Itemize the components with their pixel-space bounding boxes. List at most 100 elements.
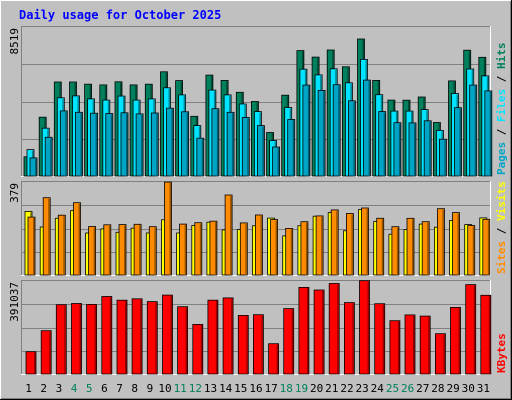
x-tick-label-day-21: 21 [325,382,338,395]
bar-pages-day-1 [29,157,38,177]
bar-shade-pages-day-29 [459,108,461,176]
legend-entry-hits: Hits [495,43,508,70]
bar-shade-pages-day-2 [50,138,52,176]
x-tick-label-day-24: 24 [371,382,385,395]
bar-sites-day-16 [254,214,263,276]
bar-shade-kbytes-day-26 [413,315,415,374]
bar-shade-kbytes-day-5 [94,305,97,374]
bar-shade-kbytes-day-29 [458,308,460,374]
x-tick-label-day-14: 14 [219,382,233,395]
x-tick-label-day-7: 7 [116,382,123,395]
bar-kbytes-day-15 [237,314,249,375]
bar-shade-sites-day-2 [48,198,50,275]
bar-shade-pages-day-8 [141,114,143,176]
bar-shade-sites-day-29 [457,213,459,275]
y-max-label: 8519 [8,28,21,55]
bar-kbytes-day-2 [40,330,52,375]
bar-shade-pages-day-25 [398,123,401,176]
x-tick-label-day-17: 17 [265,382,278,395]
bar-kbytes-day-7 [116,299,128,375]
x-tick-label-day-26: 26 [401,382,414,395]
x-tick-label-day-2: 2 [40,382,47,395]
legend-separator: / [495,69,508,89]
bar-shade-kbytes-day-28 [443,334,445,374]
bar-shade-kbytes-day-9 [155,302,157,374]
bar-shade-pages-day-5 [95,114,98,176]
bar-shade-sites-day-3 [63,216,65,275]
bar-shade-pages-day-15 [247,118,249,176]
bar-shade-sites-day-15 [245,223,247,275]
bar-shade-sites-day-12 [199,223,202,275]
bar-shade-sites-day-27 [427,222,429,275]
bar-shade-sites-day-1 [33,218,35,275]
bar-pages-day-11 [181,111,190,177]
bar-pages-day-26 [408,122,417,177]
bar-sites-day-4 [73,202,81,276]
x-tick-label-day-23: 23 [355,382,368,395]
bar-shade-kbytes-day-12 [200,325,203,374]
bar-pages-day-7 [120,112,129,177]
bar-shade-kbytes-day-23 [367,281,369,374]
bar-kbytes-day-23 [359,280,370,375]
x-tick-label-day-19: 19 [295,382,308,395]
bar-sites-day-15 [239,222,248,276]
bar-shade-pages-day-14 [232,113,234,176]
bar-shade-pages-day-17 [277,148,280,176]
bar-sites-day-24 [376,217,385,276]
bar-sites-day-28 [436,208,445,276]
bar-kbytes-day-17 [268,343,280,375]
bar-sites-day-27 [421,221,430,276]
bar-kbytes-day-22 [343,302,355,375]
x-tick-label-day-12: 12 [189,382,202,395]
bar-shade-pages-day-31 [489,91,492,176]
bar-kbytes-day-24 [374,303,386,375]
bar-sites-day-31 [482,218,491,276]
bar-shade-kbytes-day-7 [125,301,127,374]
bar-shade-sites-day-6 [108,225,111,275]
x-tick-label-day-29: 29 [446,382,459,395]
bar-shade-kbytes-day-25 [397,321,400,374]
bar-pages-day-9 [150,112,159,177]
bar-kbytes-day-8 [131,298,143,375]
y-max-label: 391037 [8,282,21,322]
bar-kbytes-day-3 [55,304,67,375]
bar-sites-day-19 [300,221,309,276]
bar-kbytes-day-31 [480,294,492,375]
bar-shade-sites-day-8 [139,225,141,275]
bar-shade-pages-day-4 [80,113,82,176]
bar-sites-day-25 [391,226,400,276]
bar-sites-day-1 [27,216,36,276]
bar-pages-day-13 [211,108,220,177]
x-tick-label-day-28: 28 [431,382,444,395]
bar-shade-kbytes-day-3 [64,305,66,374]
bar-shade-kbytes-day-22 [352,303,354,374]
x-tick-label-day-6: 6 [101,382,108,395]
bar-sites-day-10 [164,181,172,276]
bar-pages-day-20 [317,90,326,177]
bar-shade-pages-day-6 [110,114,113,176]
bar-pages-day-16 [256,125,265,177]
bar-shade-pages-day-3 [65,111,67,176]
bar-kbytes-day-1 [25,351,37,375]
bar-pages-day-24 [378,111,387,177]
bar-shade-pages-day-22 [353,101,355,176]
bar-shade-pages-day-21 [338,85,340,176]
bar-shade-sites-day-26 [412,219,414,275]
x-tick-label-day-20: 20 [310,382,323,395]
bar-shade-kbytes-day-18 [291,309,294,374]
bar-sites-day-30 [467,225,476,276]
bar-shade-pages-day-7 [126,113,128,176]
panel-kbytes: 391037 KBytes [8,280,508,375]
bar-shade-pages-day-20 [323,91,325,176]
bar-sites-day-2 [42,197,51,276]
bar-shade-sites-day-14 [230,196,232,275]
bar-shade-sites-day-10 [169,183,171,275]
bar-shade-sites-day-24 [381,219,384,275]
bar-shade-sites-day-23 [366,209,368,275]
bar-pages-day-3 [59,110,68,177]
bar-sites-day-6 [103,224,112,276]
bar-kbytes-day-9 [146,301,158,375]
bar-shade-sites-day-16 [260,216,262,275]
chart-title: Daily usage for October 2025 [19,8,221,22]
